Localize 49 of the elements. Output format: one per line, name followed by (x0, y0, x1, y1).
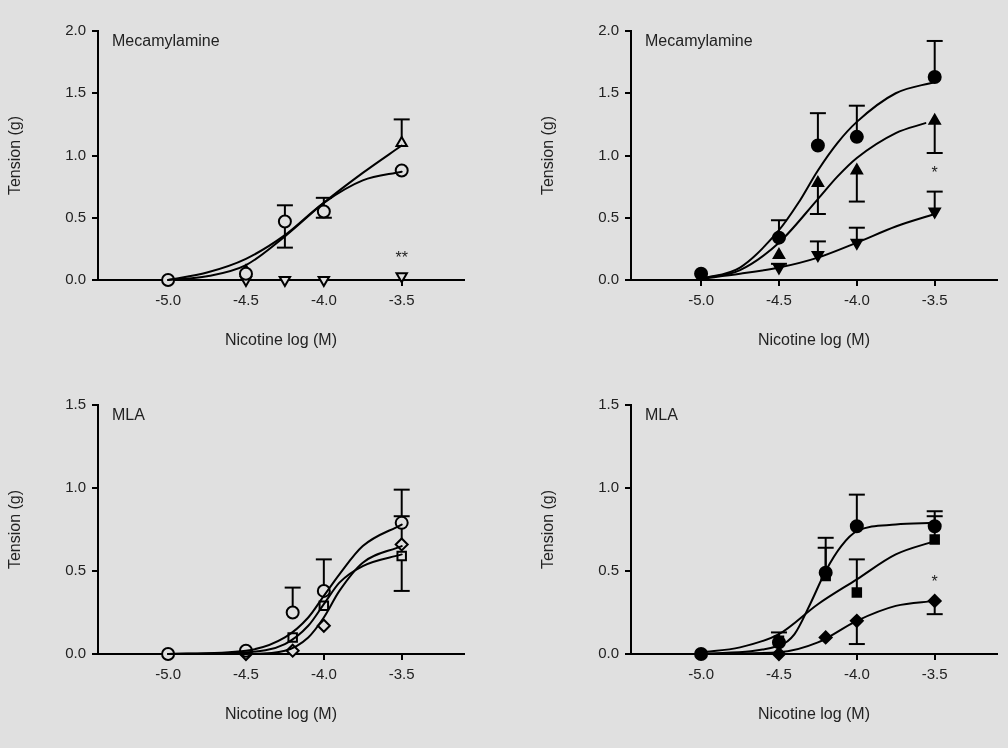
x-tick-label: -4.0 (310, 665, 337, 683)
y-tick-label: 1.0 (65, 145, 86, 163)
x-tick-label: -4.5 (233, 665, 259, 683)
y-tick-label: 0.0 (598, 644, 619, 662)
y-tick-label: 0.0 (65, 270, 86, 288)
y-tick-label: 0.5 (65, 561, 86, 579)
y-tick-label: 2.0 (598, 21, 619, 39)
x-tick-label: -4.5 (233, 291, 259, 309)
x-axis-title: Nicotine log (M) (757, 704, 871, 722)
y-tick-label: 0.0 (65, 644, 86, 662)
annotation: * (931, 573, 938, 591)
chart-title: MLA (112, 406, 146, 424)
annotation: * (931, 164, 938, 182)
y-tick-label: 1.5 (65, 83, 86, 101)
y-tick-label: 0.0 (598, 270, 619, 288)
y-tick-label: 1.0 (65, 478, 86, 496)
y-axis-title: Tension (g) (539, 489, 557, 570)
chart-title: Mecamylamine (645, 32, 753, 50)
x-tick-label: -3.5 (921, 665, 948, 683)
x-tick-label: -4.0 (843, 291, 870, 309)
x-tick-label: -5.0 (155, 665, 182, 683)
y-tick-label: 2.0 (65, 21, 86, 39)
chart-title: MLA (645, 406, 679, 424)
chart-title: Mecamylamine (112, 32, 220, 50)
y-axis-title: Tension (g) (6, 489, 24, 570)
x-tick-label: -4.0 (310, 291, 337, 309)
x-axis-title: Nicotine log (M) (757, 330, 871, 348)
x-tick-label: -3.5 (388, 291, 415, 309)
x-tick-label: -4.5 (766, 665, 792, 683)
x-tick-label: -3.5 (388, 665, 415, 683)
x-tick-label: -4.0 (843, 665, 870, 683)
y-tick-label: 1.5 (598, 83, 619, 101)
x-tick-label: -5.0 (155, 291, 182, 309)
y-axis-title: Tension (g) (539, 115, 557, 196)
x-tick-label: -5.0 (688, 665, 715, 683)
y-tick-label: 1.5 (598, 395, 619, 413)
y-tick-label: 0.5 (598, 207, 619, 225)
x-tick-label: -5.0 (688, 291, 715, 309)
x-tick-label: -3.5 (921, 291, 948, 309)
x-axis-title: Nicotine log (M) (224, 330, 338, 348)
y-tick-label: 0.5 (598, 561, 619, 579)
y-tick-label: 1.0 (598, 478, 619, 496)
y-tick-label: 1.0 (598, 145, 619, 163)
annotation: ** (395, 248, 408, 266)
x-tick-label: -4.5 (766, 291, 792, 309)
y-tick-label: 1.5 (65, 395, 86, 413)
y-tick-label: 0.5 (65, 207, 86, 225)
y-axis-title: Tension (g) (6, 115, 24, 196)
x-axis-title: Nicotine log (M) (224, 704, 338, 722)
